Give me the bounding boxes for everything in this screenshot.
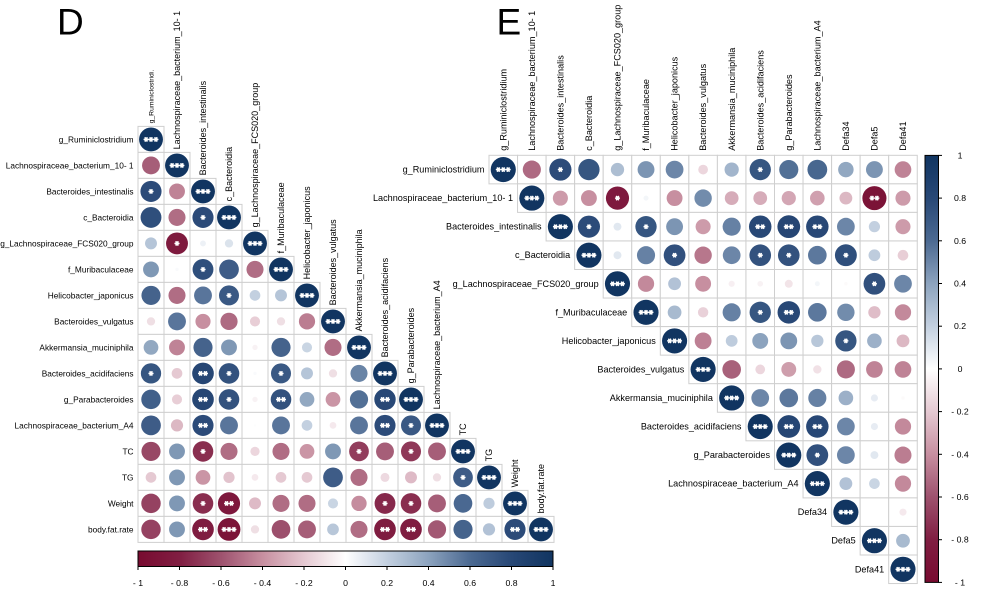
svg-text:0.6: 0.6: [954, 236, 966, 246]
svg-text:0.4: 0.4: [422, 578, 434, 588]
svg-text:- 1: - 1: [955, 577, 965, 587]
svg-text:0.6: 0.6: [464, 578, 476, 588]
svg-text:g_Ruminiclostridi.: g_Ruminiclostridi.: [149, 70, 156, 124]
svg-text:TC: TC: [122, 446, 133, 456]
svg-text:Weight: Weight: [108, 498, 134, 508]
svg-text:c_Bacteroidia: c_Bacteroidia: [584, 95, 594, 151]
svg-text:g_Parabacteroides: g_Parabacteroides: [694, 450, 771, 460]
svg-text:- 0.4: - 0.4: [951, 449, 969, 459]
svg-text:Akkermansia_muciniphila: Akkermansia_muciniphila: [39, 342, 133, 352]
svg-text:Bacteroides_intestinalis: Bacteroides_intestinalis: [555, 55, 565, 151]
svg-text:c_Bacteroidia: c_Bacteroidia: [224, 147, 234, 202]
svg-text:body.fat.rate: body.fat.rate: [536, 464, 546, 513]
svg-text:Bacteroides_vulgatus: Bacteroides_vulgatus: [597, 364, 684, 374]
svg-text:0.8: 0.8: [505, 578, 517, 588]
svg-text:g_Lachnospiraceae_FCS020_group: g_Lachnospiraceae_FCS020_group: [250, 83, 260, 228]
svg-text:Lachnospiraceae_bacterium_10-: Lachnospiraceae_bacterium_10- 1: [6, 160, 134, 170]
svg-text:g_Lachnospiraceae_FCS020_group: g_Lachnospiraceae_FCS020_group: [453, 279, 599, 289]
svg-text:Lachnospiraceae_bacterium_A4: Lachnospiraceae_bacterium_A4: [14, 420, 133, 430]
svg-text:Bacteroides_acidifaciens: Bacteroides_acidifaciens: [755, 50, 765, 151]
svg-text:Weight: Weight: [510, 459, 520, 487]
svg-text:Bacteroides_acidifaciens: Bacteroides_acidifaciens: [641, 422, 742, 432]
svg-text:Lachnospiraceae_bacterium_10-: Lachnospiraceae_bacterium_10- 1: [527, 11, 537, 151]
svg-text:g_Lachnospiraceae_FCS020_group: g_Lachnospiraceae_FCS020_group: [613, 5, 623, 151]
svg-text:Bacteroides_acidifaciens: Bacteroides_acidifaciens: [42, 368, 134, 378]
svg-text:Defa5: Defa5: [831, 536, 855, 546]
svg-text:Helicobacter_japonicus: Helicobacter_japonicus: [670, 56, 680, 150]
svg-text:TG: TG: [484, 449, 494, 462]
svg-text:- 0.2: - 0.2: [951, 407, 969, 417]
svg-text:Defa34: Defa34: [798, 507, 827, 517]
svg-text:TC: TC: [458, 423, 468, 435]
svg-text:- 0.8: - 0.8: [171, 578, 189, 588]
svg-text:D: D: [57, 2, 84, 43]
svg-text:Bacteroides_intestinalis: Bacteroides_intestinalis: [446, 222, 542, 232]
svg-text:g_Lachnospiraceae_FCS020_group: g_Lachnospiraceae_FCS020_group: [0, 238, 134, 248]
svg-text:- 1: - 1: [133, 578, 143, 588]
svg-text:g_Parabacteroides: g_Parabacteroides: [406, 307, 416, 383]
svg-text:0: 0: [958, 364, 963, 374]
svg-text:- 0.6: - 0.6: [951, 492, 969, 502]
svg-text:g_Ruminiclostridium: g_Ruminiclostridium: [403, 165, 485, 175]
svg-text:Lachnospiraceae_bacterium_10-: Lachnospiraceae_bacterium_10- 1: [373, 193, 513, 203]
svg-text:E: E: [497, 2, 522, 43]
svg-text:0: 0: [343, 578, 348, 588]
svg-text:c_Bacteroidia: c_Bacteroidia: [83, 212, 134, 222]
svg-text:g_Parabacteroides: g_Parabacteroides: [64, 394, 134, 404]
svg-text:- 0.8: - 0.8: [951, 535, 969, 545]
svg-text:Lachnospiraceae_bacterium_A4: Lachnospiraceae_bacterium_A4: [432, 280, 442, 409]
svg-text:g_Parabacteroides: g_Parabacteroides: [784, 74, 794, 151]
svg-text:Bacteroides_intestinalis: Bacteroides_intestinalis: [46, 186, 133, 196]
svg-text:1: 1: [958, 150, 963, 160]
svg-text:Helicobacter_japonicus: Helicobacter_japonicus: [302, 186, 312, 280]
svg-text:0.2: 0.2: [381, 578, 393, 588]
svg-text:- 0.6: - 0.6: [212, 578, 230, 588]
svg-text:Defa41: Defa41: [855, 564, 884, 574]
svg-text:Akkermansia_muciniphila: Akkermansia_muciniphila: [610, 393, 714, 403]
svg-text:Defa41: Defa41: [898, 121, 908, 150]
svg-text:Bacteroides_vulgatus: Bacteroides_vulgatus: [698, 63, 708, 150]
svg-text:Defa34: Defa34: [841, 121, 851, 150]
svg-text:TG: TG: [122, 472, 134, 482]
svg-text:Akkermansia_muciniphila: Akkermansia_muciniphila: [354, 229, 364, 331]
svg-text:0.8: 0.8: [954, 193, 966, 203]
svg-text:f_Muribaculaceae: f_Muribaculaceae: [276, 182, 286, 253]
svg-text:Lachnospiraceae_bacterium_A4: Lachnospiraceae_bacterium_A4: [812, 20, 822, 150]
svg-text:g_Ruminiclostridium: g_Ruminiclostridium: [498, 69, 508, 151]
svg-text:Akkermansia_muciniphila: Akkermansia_muciniphila: [727, 47, 737, 151]
svg-text:Bacteroides_acidifaciens: Bacteroides_acidifaciens: [380, 257, 390, 357]
svg-text:0.4: 0.4: [954, 279, 966, 289]
svg-text:Lachnospiraceae_bacterium_10-: Lachnospiraceae_bacterium_10- 1: [172, 11, 182, 150]
svg-text:body.fat.rate: body.fat.rate: [88, 524, 134, 534]
svg-text:Bacteroides_vulgatus: Bacteroides_vulgatus: [328, 219, 338, 306]
svg-text:g_Ruminiclostridium: g_Ruminiclostridium: [59, 134, 134, 144]
svg-text:c_Bacteroidia: c_Bacteroidia: [515, 250, 571, 260]
svg-text:Bacteroides_intestinalis: Bacteroides_intestinalis: [198, 80, 208, 175]
svg-text:Defa5: Defa5: [870, 127, 880, 151]
svg-text:Helicobacter_japonicus: Helicobacter_japonicus: [48, 290, 134, 300]
svg-text:0.2: 0.2: [954, 321, 966, 331]
svg-text:Lachnospiraceae_bacterium_A4: Lachnospiraceae_bacterium_A4: [668, 479, 798, 489]
svg-text:f_Muribaculaceae: f_Muribaculaceae: [555, 307, 627, 317]
svg-text:Helicobacter_japonicus: Helicobacter_japonicus: [562, 336, 656, 346]
svg-text:1: 1: [551, 578, 556, 588]
svg-text:f_Muribaculaceae: f_Muribaculaceae: [641, 79, 651, 151]
svg-text:f_Muribaculaceae: f_Muribaculaceae: [68, 264, 134, 274]
svg-text:- 0.2: - 0.2: [295, 578, 313, 588]
svg-text:- 0.4: - 0.4: [254, 578, 272, 588]
svg-text:Bacteroides_vulgatus: Bacteroides_vulgatus: [54, 316, 133, 326]
